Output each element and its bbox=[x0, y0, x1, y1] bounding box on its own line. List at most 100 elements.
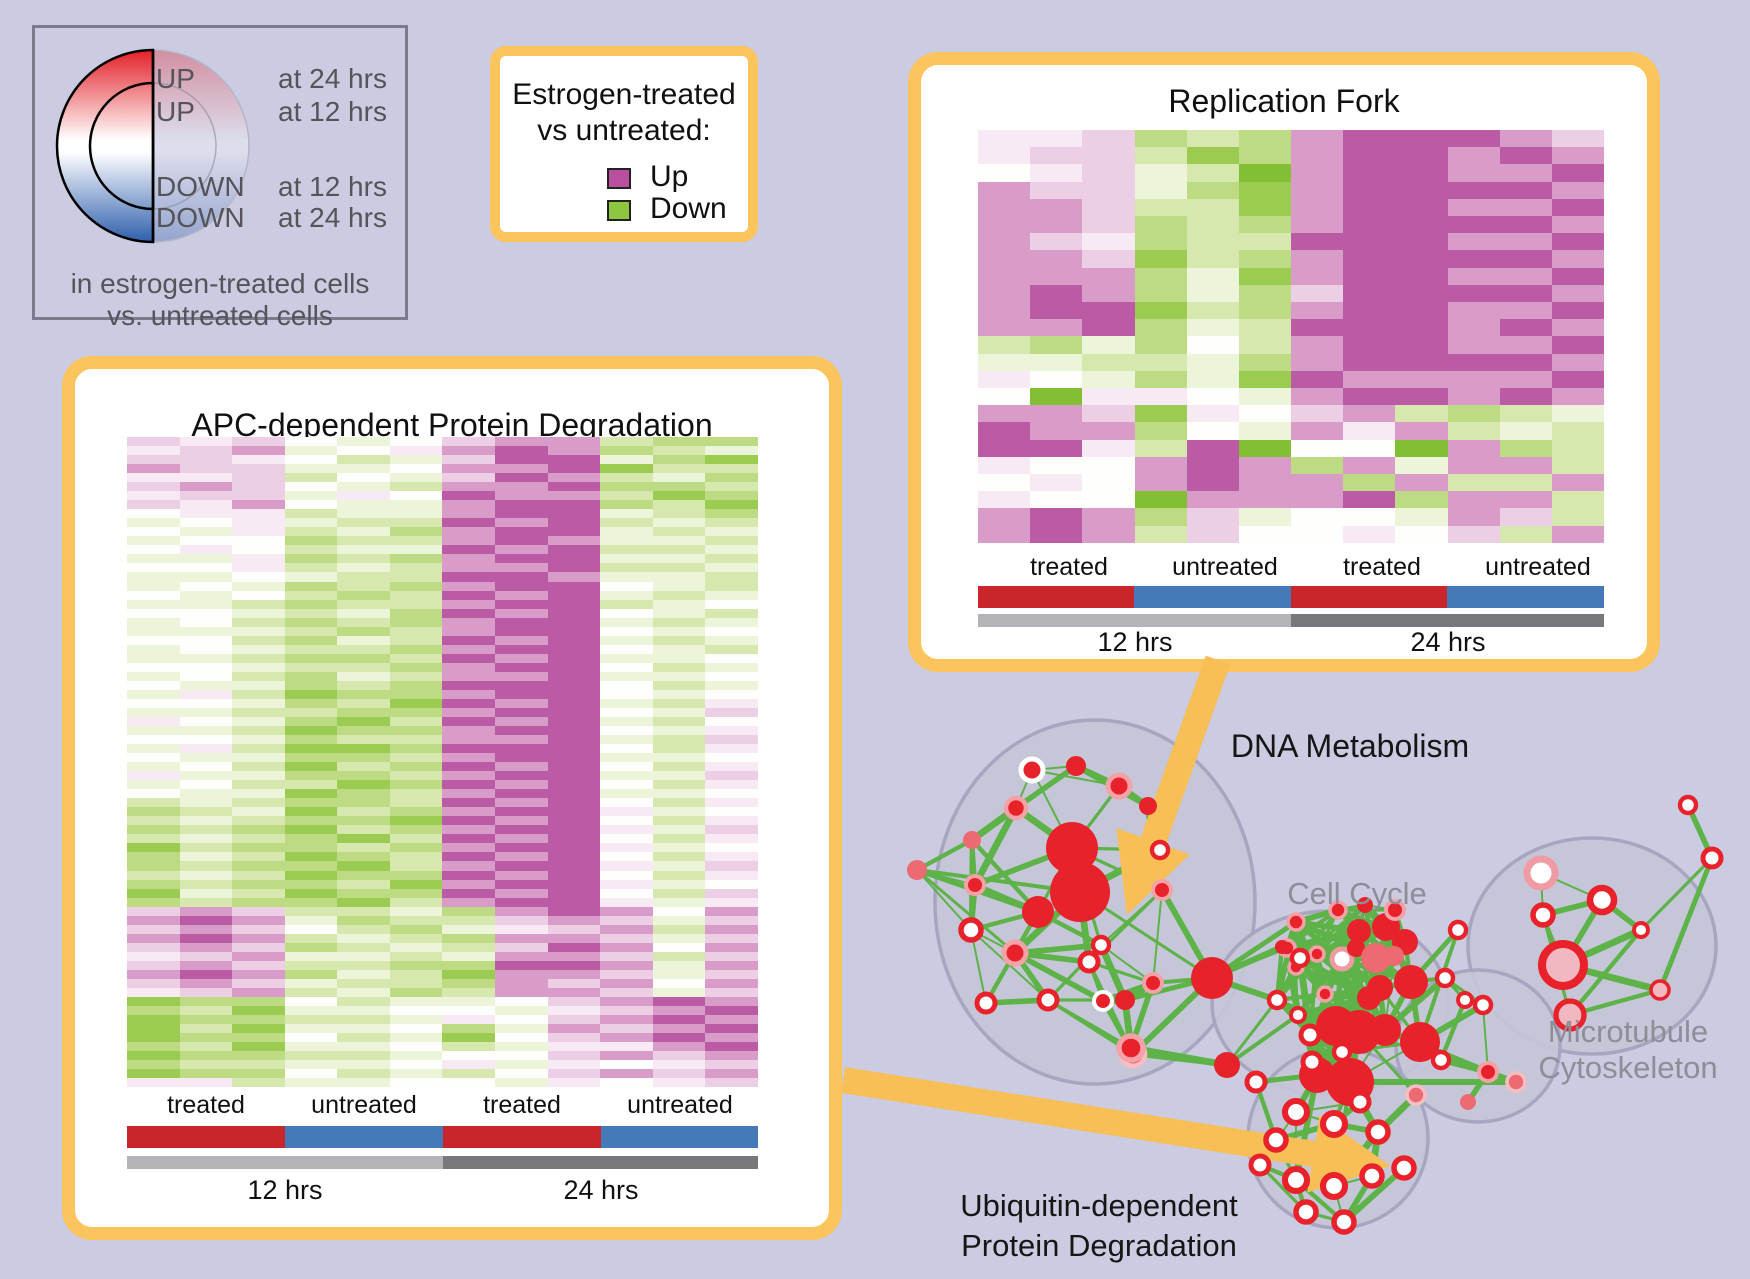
network-edge bbox=[1012, 942, 1104, 956]
network-edge bbox=[1377, 939, 1408, 991]
rf-group-label-2: untreated bbox=[1172, 553, 1278, 581]
heatmap-cell bbox=[1134, 439, 1187, 457]
network-edge bbox=[1368, 955, 1395, 999]
heatmap-cell bbox=[978, 405, 1031, 423]
heatmap-cell bbox=[1395, 508, 1448, 526]
heatmap-cell bbox=[337, 608, 390, 618]
network-node bbox=[1244, 1070, 1268, 1094]
heatmap-cell bbox=[600, 716, 653, 726]
heatmap-cell bbox=[600, 753, 653, 763]
network-edge bbox=[1297, 955, 1345, 962]
network-edge bbox=[1117, 784, 1150, 808]
network-edge bbox=[1482, 1004, 1489, 1073]
heatmap-cell bbox=[232, 816, 285, 826]
heatmap-cell bbox=[1291, 147, 1344, 165]
heatmap-cell bbox=[337, 1005, 390, 1015]
heatmap-cell bbox=[127, 888, 180, 898]
heatmap-cell bbox=[547, 789, 601, 799]
heatmap-cell bbox=[1186, 284, 1239, 303]
heatmap-cell bbox=[179, 464, 233, 474]
heatmap-cell bbox=[389, 716, 443, 726]
heatmap-cell bbox=[284, 617, 338, 627]
heatmap-cell bbox=[232, 608, 285, 618]
heatmap-cell bbox=[1447, 388, 1500, 406]
heatmap-cell bbox=[547, 924, 601, 934]
network-node bbox=[1149, 839, 1171, 861]
heatmap-row bbox=[978, 474, 1605, 492]
heatmap-cell bbox=[1343, 164, 1396, 182]
heatmap-cell bbox=[179, 1042, 233, 1052]
legend-dir: DOWN bbox=[156, 171, 245, 202]
network-edge bbox=[1366, 939, 1408, 1001]
network-node bbox=[1405, 1084, 1427, 1106]
network-edge bbox=[1382, 979, 1414, 1033]
heatmap-cell bbox=[179, 861, 233, 871]
apc-12hrs-label: 12 hrs bbox=[247, 1175, 323, 1205]
heatmap-cell bbox=[284, 879, 338, 889]
updown-legend-title-line1: Estrogen-treated bbox=[512, 78, 736, 111]
heatmap-cell bbox=[600, 771, 653, 781]
network-edge bbox=[970, 929, 1049, 1001]
network-node bbox=[1434, 967, 1456, 989]
network-edge bbox=[1127, 1044, 1231, 1069]
legend-dir: DOWN bbox=[156, 202, 245, 233]
heatmap-cell bbox=[652, 716, 706, 726]
network-edge bbox=[1354, 946, 1382, 990]
heatmap-cell bbox=[1343, 284, 1396, 303]
network-edge bbox=[1314, 1049, 1345, 1078]
network-edge bbox=[1393, 909, 1396, 957]
heatmap-cell bbox=[495, 780, 548, 790]
network-node bbox=[1331, 1209, 1357, 1235]
network-edge bbox=[1099, 996, 1129, 1005]
heatmap-cell bbox=[232, 852, 285, 862]
heatmap-cell bbox=[495, 482, 548, 492]
heatmap-cell bbox=[442, 780, 496, 790]
heatmap-row bbox=[978, 525, 1605, 543]
heatmap-cell bbox=[284, 635, 338, 645]
heatmap-cell bbox=[389, 518, 443, 528]
heatmap-cell bbox=[652, 581, 706, 591]
network-edge bbox=[1309, 1027, 1388, 1065]
heatmap-cell bbox=[232, 744, 285, 754]
cluster-bridge bbox=[1394, 968, 1562, 1124]
network-edge bbox=[1279, 944, 1328, 997]
heatmap-cell bbox=[127, 626, 180, 636]
heatmap-cell bbox=[284, 1069, 338, 1079]
heatmap-cell bbox=[179, 762, 233, 772]
heatmap-cell bbox=[547, 527, 601, 537]
heatmap-cell bbox=[547, 617, 601, 627]
heatmap-cell bbox=[337, 500, 390, 510]
heatmap-cell bbox=[127, 798, 180, 808]
heatmap-cell bbox=[232, 680, 285, 690]
network-node bbox=[1700, 846, 1724, 870]
heatmap-cell bbox=[1343, 388, 1396, 406]
heatmap-cell bbox=[442, 834, 496, 844]
heatmap-cell bbox=[652, 843, 706, 853]
network-edge bbox=[1336, 908, 1378, 960]
heatmap-cell bbox=[652, 626, 706, 636]
network-edge bbox=[1209, 944, 1285, 981]
heatmap-cell bbox=[1030, 508, 1083, 526]
heatmap-cell bbox=[600, 608, 653, 618]
network-edge bbox=[915, 868, 1017, 955]
heatmap-cell bbox=[337, 590, 390, 600]
heatmap-cell bbox=[284, 870, 338, 880]
heatmap-cell bbox=[442, 707, 496, 717]
heatmap-cell bbox=[705, 843, 758, 853]
network-edge bbox=[1314, 951, 1339, 1029]
heatmap-cell bbox=[1395, 233, 1448, 251]
heatmap-cell bbox=[284, 735, 338, 745]
heatmap-cell bbox=[337, 617, 390, 627]
heatmap-cell bbox=[337, 915, 390, 925]
heatmap-cell bbox=[652, 572, 706, 582]
heatmap-cell bbox=[232, 780, 285, 790]
heatmap-cell bbox=[652, 680, 706, 690]
heatmap-cell bbox=[705, 780, 758, 790]
network-edge bbox=[1540, 872, 1603, 901]
heatmap-cell bbox=[337, 482, 390, 492]
heatmap-row bbox=[127, 689, 758, 699]
heatmap-cell bbox=[495, 500, 548, 510]
heatmap-cell bbox=[232, 662, 285, 672]
heatmap-cell bbox=[127, 924, 180, 934]
